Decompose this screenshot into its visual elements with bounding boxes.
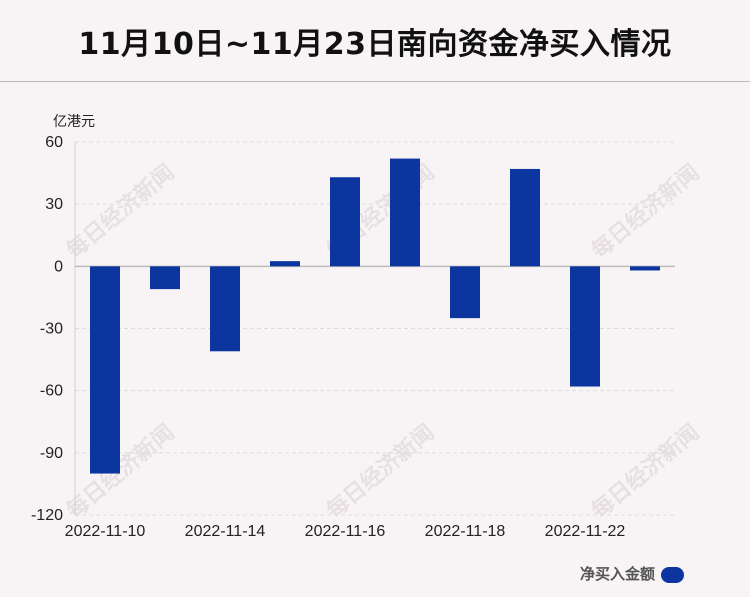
x-tick-label: 2022-11-18 [425, 523, 506, 540]
x-tick-label: 2022-11-10 [65, 523, 146, 540]
bar-2022-11-10[interactable] [90, 266, 120, 474]
watermark-text: 每日经济新闻 [587, 159, 704, 263]
bar-2022-11-15[interactable] [270, 261, 300, 267]
y-tick-label: -30 [40, 321, 63, 338]
gridlines [75, 141, 675, 516]
y-tick-label: 0 [54, 258, 63, 275]
y-tick-label: -90 [40, 445, 63, 462]
y-tick-label: -120 [31, 507, 63, 524]
watermark-text: 每日经济新闻 [322, 419, 439, 523]
legend-label: 净买入金额 [580, 565, 655, 583]
y-tick-label: 60 [45, 134, 63, 151]
y-tick-label: -60 [40, 383, 63, 400]
watermark-text: 每日经济新闻 [587, 419, 704, 523]
axis-labels: 60 30 0 -30 -60 -90 -120 亿港元 2022-11-10 2022-11-1… [31, 113, 625, 540]
watermark-text: 每日经济新闻 [62, 159, 179, 263]
bar-2022-11-14[interactable] [210, 266, 240, 352]
bar-2022-11-21[interactable] [510, 168, 540, 267]
chart-header: 11月10日~11月23日南向资金净买入情况 [0, 0, 750, 82]
y-axis-unit-label: 亿港元 [53, 113, 95, 129]
bar-2022-11-23[interactable] [630, 266, 660, 271]
chart-title: 11月10日~11月23日南向资金净买入情况 [78, 26, 672, 62]
chart-area: 每日经济新闻 每日经济新闻 每日经济新闻 每日经济新闻 每日经济新闻 每日经济新闻 60 3… [0, 82, 750, 593]
x-tick-label: 2022-11-22 [545, 523, 626, 540]
bar-2022-11-11[interactable] [150, 266, 180, 290]
bar-2022-11-22[interactable] [570, 266, 600, 387]
watermark-text: 每日经济新闻 [62, 419, 179, 523]
bar-2022-11-16[interactable] [330, 177, 360, 267]
legend[interactable]: 净买入金额 [580, 565, 684, 583]
bar-2022-11-17[interactable] [390, 158, 420, 267]
axes [74, 142, 675, 515]
x-tick-label: 2022-11-14 [185, 523, 266, 540]
bar-2022-11-18[interactable] [450, 266, 480, 319]
bars [90, 158, 660, 474]
y-tick-label: 30 [45, 196, 63, 213]
legend-swatch[interactable] [661, 567, 684, 583]
x-tick-label: 2022-11-16 [305, 523, 386, 540]
